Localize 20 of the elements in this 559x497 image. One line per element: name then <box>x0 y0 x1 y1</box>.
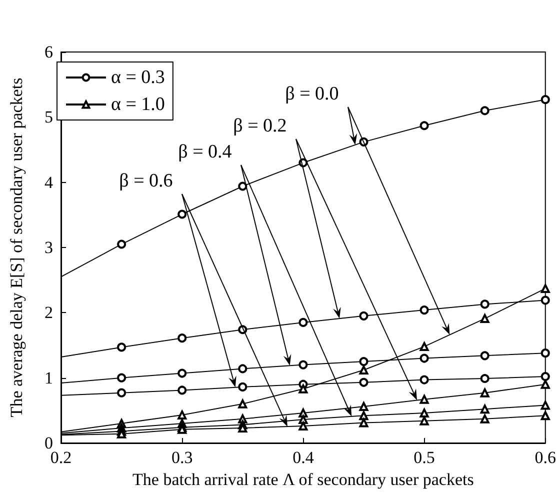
annotation: β = 0.2 <box>233 115 287 136</box>
annotation: β = 0.0 <box>285 83 339 104</box>
annotation: β = 0.6 <box>119 170 173 192</box>
y-axis-title: The average delay E[S] of secondary user packets <box>7 78 26 418</box>
annotation: β = 0.4 <box>178 141 232 162</box>
y-tick-label: 2 <box>44 303 53 322</box>
y-tick-label: 6 <box>44 42 53 62</box>
legend-label: α = 1.0 <box>111 94 165 115</box>
y-tick-label: 4 <box>44 172 54 192</box>
y-tick-label: 0 <box>44 434 53 452</box>
x-axis-title: The batch arrival rate Λ of secondary user packets <box>132 470 474 489</box>
x-tick-label: 0.5 <box>414 448 435 467</box>
y-tick-label: 1 <box>44 368 53 388</box>
y-tick-label: 5 <box>44 108 53 127</box>
x-tick-label: 0.3 <box>171 448 193 467</box>
legend-label: α = 0.3 <box>111 67 165 88</box>
x-tick-label: 0.2 <box>50 448 72 467</box>
x-tick-label: 0.6 <box>534 448 556 467</box>
x-tick-label: 0.4 <box>292 448 314 467</box>
y-tick-label: 3 <box>44 238 53 257</box>
